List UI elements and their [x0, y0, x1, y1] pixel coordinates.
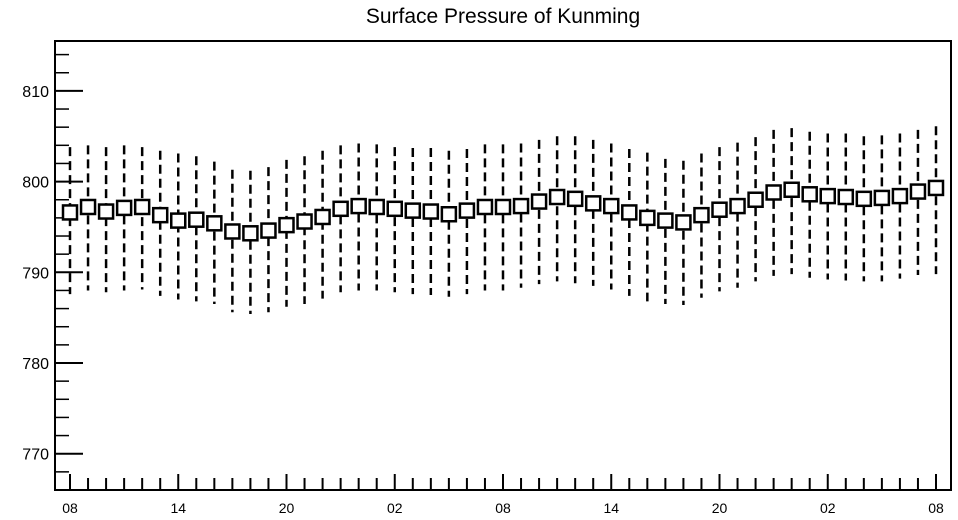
x-tick-label: 20	[712, 500, 728, 516]
data-point	[260, 222, 277, 239]
x-tick-label: 08	[62, 500, 78, 516]
data-point	[458, 202, 476, 219]
x-tick-label: 02	[387, 500, 403, 516]
data-point	[115, 199, 133, 217]
data-point	[79, 198, 97, 216]
data-point	[891, 187, 909, 205]
data-point	[350, 197, 367, 215]
y-tick-label: 800	[22, 175, 49, 192]
data-point	[747, 191, 764, 208]
data-point	[566, 190, 584, 208]
y-tick-label: 770	[22, 447, 49, 464]
x-tick-label: 14	[603, 500, 619, 516]
data-point	[855, 190, 873, 208]
x-tick-label: 08	[495, 500, 511, 516]
data-point	[512, 197, 530, 215]
x-axis: 08 14 20 02 08 14 20 02 08	[62, 474, 944, 516]
data-point	[386, 200, 403, 218]
data-point	[494, 198, 512, 216]
y-tick-label: 780	[22, 356, 49, 373]
data-point	[711, 201, 728, 218]
data-point	[133, 198, 151, 216]
data-point	[242, 225, 259, 242]
data-point	[188, 211, 205, 228]
plot-frame	[54, 40, 952, 491]
data-point	[657, 212, 674, 229]
data-point	[729, 197, 746, 215]
data-point	[476, 198, 494, 216]
data-point	[206, 215, 223, 232]
data-point	[801, 186, 818, 203]
data-point	[783, 181, 800, 199]
data-point	[332, 200, 349, 218]
x-tick-label: 08	[928, 500, 944, 516]
data-point	[621, 204, 638, 221]
error-bars	[68, 126, 938, 315]
data-point	[61, 204, 79, 221]
y-tick-label: 810	[22, 84, 49, 101]
data-point	[440, 206, 458, 223]
data-point	[530, 193, 548, 210]
data-point	[151, 206, 169, 224]
data-point	[278, 216, 295, 234]
data-point	[224, 223, 241, 240]
data-point	[819, 187, 836, 205]
data-point	[837, 188, 855, 206]
data-point	[314, 208, 331, 226]
data-markers	[61, 179, 945, 242]
chart-title: Surface Pressure of Kunming	[366, 5, 640, 28]
data-point	[296, 213, 313, 230]
data-point	[873, 189, 891, 207]
data-point	[765, 184, 782, 201]
data-point	[368, 198, 385, 216]
x-tick-label: 14	[170, 500, 186, 516]
data-point	[170, 212, 187, 229]
x-tick-label: 02	[820, 500, 836, 516]
data-point	[97, 203, 115, 220]
data-point	[548, 188, 566, 206]
data-point	[404, 202, 422, 219]
x-tick-label: 20	[279, 500, 295, 516]
data-point	[927, 179, 945, 197]
data-point	[584, 195, 602, 212]
data-point	[675, 214, 692, 231]
data-point	[909, 183, 927, 200]
y-tick-label: 790	[22, 265, 49, 282]
data-point	[693, 206, 710, 224]
data-point	[639, 209, 656, 227]
y-axis: 770 780 790 800 810	[22, 53, 83, 491]
data-point	[422, 203, 440, 220]
data-point	[603, 197, 620, 215]
